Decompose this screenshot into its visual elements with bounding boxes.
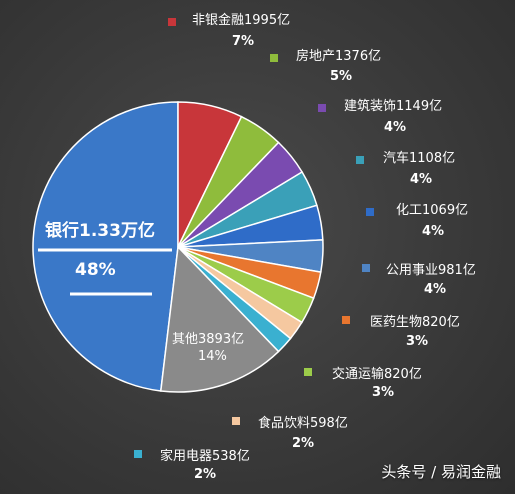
legend-label-10: 家用电器538亿 [160, 448, 250, 464]
bank-slice-percent: 48% [75, 260, 116, 280]
legend-label-4: 汽车1108亿 [383, 150, 455, 166]
legend-percent-2: 5% [330, 69, 352, 84]
legend-marker-3 [318, 104, 326, 112]
legend-marker-6 [362, 264, 370, 272]
legend-marker-5 [366, 208, 374, 216]
legend-marker-2 [270, 54, 278, 62]
pie-slice-11 [159, 245, 280, 393]
legend-percent-1: 7% [232, 34, 254, 49]
other-slice-percent: 14% [198, 349, 227, 364]
legend-marker-7 [342, 316, 350, 324]
legend-label-2: 房地产1376亿 [296, 48, 381, 64]
legend: 非银金融1995亿 7% 房地产1376亿 5% 建筑装饰1149亿 4% 汽车1108亿 4… [134, 12, 476, 482]
legend-label-8: 交通运输820亿 [332, 366, 422, 382]
legend-marker-8 [304, 368, 312, 376]
legend-label-9: 食品饮料598亿 [258, 415, 348, 431]
legend-percent-10: 2% [194, 467, 216, 482]
legend-label-5: 化工1069亿 [396, 203, 468, 218]
pie-slice-0 [32, 101, 179, 392]
legend-percent-5: 4% [422, 224, 444, 239]
legend-marker-1 [168, 18, 176, 26]
legend-label-1: 非银金融1995亿 [192, 12, 290, 28]
watermark: 头条号 / 易润金融 [381, 463, 501, 481]
legend-marker-4 [356, 156, 364, 164]
other-slice-label: 其他3893亿 [172, 332, 244, 347]
legend-percent-3: 4% [384, 120, 406, 135]
legend-marker-9 [232, 417, 240, 425]
pie-inner-labels: 银行1.33万亿 48% 其他3893亿 14% [38, 220, 244, 364]
legend-percent-9: 2% [292, 436, 314, 451]
legend-marker-10 [134, 450, 142, 458]
legend-label-7: 医药生物820亿 [370, 315, 460, 330]
legend-percent-6: 4% [424, 282, 446, 297]
legend-percent-8: 3% [372, 385, 394, 400]
legend-label-6: 公用事业981亿 [386, 263, 476, 278]
pie-slices [32, 101, 324, 393]
legend-percent-4: 4% [410, 172, 432, 187]
legend-label-3: 建筑装饰1149亿 [344, 98, 442, 114]
legend-percent-7: 3% [406, 334, 428, 349]
bank-slice-label: 银行1.33万亿 [45, 220, 155, 241]
